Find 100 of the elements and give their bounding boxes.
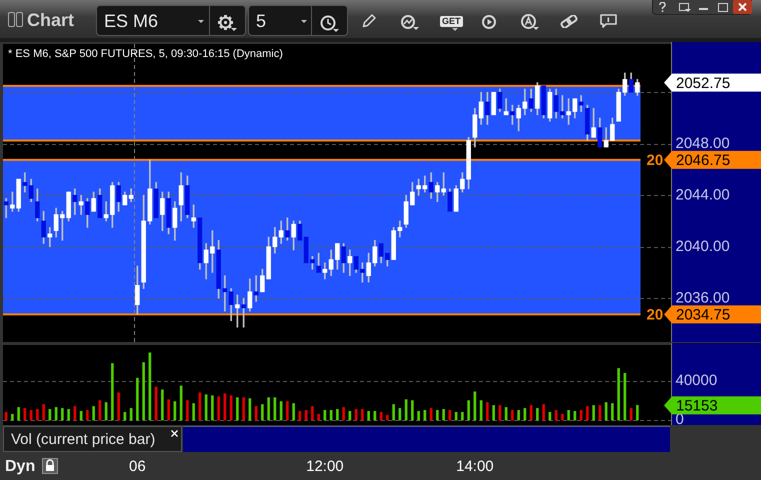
- bar: [498, 405, 502, 420]
- y-tick-label: 2036.00: [676, 289, 730, 306]
- bar: [211, 395, 214, 420]
- bar: [248, 398, 252, 420]
- y-tick-label: 40000: [676, 372, 718, 390]
- bar: [161, 390, 164, 420]
- bar: [148, 352, 152, 420]
- bar: [224, 393, 226, 420]
- bar: [530, 405, 532, 420]
- bar: [380, 412, 382, 420]
- bar: [48, 409, 52, 420]
- bar: [80, 410, 82, 420]
- bar: [236, 397, 239, 420]
- ref-line-label: 2046.75: [676, 152, 730, 169]
- bar: [36, 409, 39, 420]
- bar: [342, 407, 345, 420]
- bar: [54, 407, 58, 420]
- y-tick-label: 2040.00: [676, 238, 730, 255]
- bar: [480, 400, 482, 420]
- bar: [411, 400, 414, 420]
- bar: [404, 399, 408, 420]
- bar: [374, 410, 376, 420]
- bar: [448, 410, 452, 420]
- bar: [624, 372, 626, 420]
- bar: [67, 409, 70, 420]
- bar: [548, 412, 552, 420]
- bar: [330, 410, 332, 420]
- bar: [536, 408, 539, 420]
- bar: [361, 409, 364, 420]
- symbol-field: ES M6: [96, 5, 246, 36]
- bar: [17, 407, 20, 420]
- bar: [517, 410, 520, 420]
- bar: [348, 410, 352, 420]
- bar: [292, 403, 295, 420]
- bar: [567, 410, 570, 420]
- bar: [104, 402, 108, 420]
- bar: [454, 412, 458, 420]
- bar: [604, 402, 608, 420]
- bar: [574, 410, 576, 420]
- bar: [611, 403, 614, 420]
- bar: [61, 408, 64, 420]
- x-tick-label: 14:00: [456, 458, 494, 476]
- bar: [111, 363, 114, 420]
- bar: [542, 404, 545, 420]
- bar: [86, 410, 89, 420]
- bar: [92, 406, 95, 420]
- bar: [254, 406, 258, 420]
- bar: [424, 410, 426, 420]
- bar: [186, 400, 189, 420]
- bar: [267, 397, 270, 420]
- text: Dyn: [5, 457, 36, 476]
- bar: [492, 405, 495, 420]
- bar: [124, 412, 126, 420]
- bar: [486, 402, 489, 420]
- bar: [598, 405, 602, 420]
- bar: [354, 409, 358, 420]
- bar: [154, 386, 158, 420]
- bar: [167, 399, 170, 420]
- y-tick-label: 2044.00: [676, 186, 730, 204]
- bar: [430, 408, 432, 420]
- bar: [274, 397, 276, 420]
- bar: [117, 392, 120, 420]
- ref-line-label: 2034.75: [676, 306, 730, 324]
- interval-field: 5: [248, 5, 348, 36]
- bar: [174, 401, 176, 420]
- bar: [242, 397, 245, 420]
- bar: [436, 410, 439, 420]
- bar: [4, 412, 8, 420]
- bar: [586, 406, 589, 420]
- bar: [298, 410, 302, 420]
- bar: [392, 404, 395, 420]
- bar: [311, 406, 314, 420]
- bar: [286, 401, 289, 420]
- bar: [617, 368, 620, 420]
- bar: [204, 394, 208, 420]
- bar: [98, 400, 102, 420]
- bar: [180, 386, 182, 420]
- bar: [386, 414, 389, 420]
- bar: [561, 414, 564, 420]
- bar: [580, 410, 582, 420]
- bar: [467, 400, 470, 420]
- bar: [24, 408, 26, 420]
- bar: [130, 408, 132, 420]
- bar: [417, 410, 420, 420]
- toolbar: Chart ES M6 5 GET: [0, 0, 761, 42]
- bar: [11, 414, 14, 420]
- bar: [630, 408, 632, 420]
- bar: [280, 401, 282, 420]
- x-tick-label: 06: [129, 458, 146, 476]
- chart-title: * ES M6, S&P 500 FUTURES, 5, 09:30-16:15 (Dynamic): [8, 48, 283, 61]
- text: 2052.75: [676, 74, 730, 92]
- y-tick-label: 2048.00: [676, 134, 730, 152]
- bar: [136, 378, 139, 420]
- bar: [324, 410, 326, 420]
- bar: [336, 409, 339, 420]
- bar: [261, 404, 264, 420]
- x-tick-label: 12:00: [306, 458, 344, 476]
- bar: [636, 404, 639, 420]
- bar: [304, 410, 308, 420]
- bar: [554, 410, 558, 420]
